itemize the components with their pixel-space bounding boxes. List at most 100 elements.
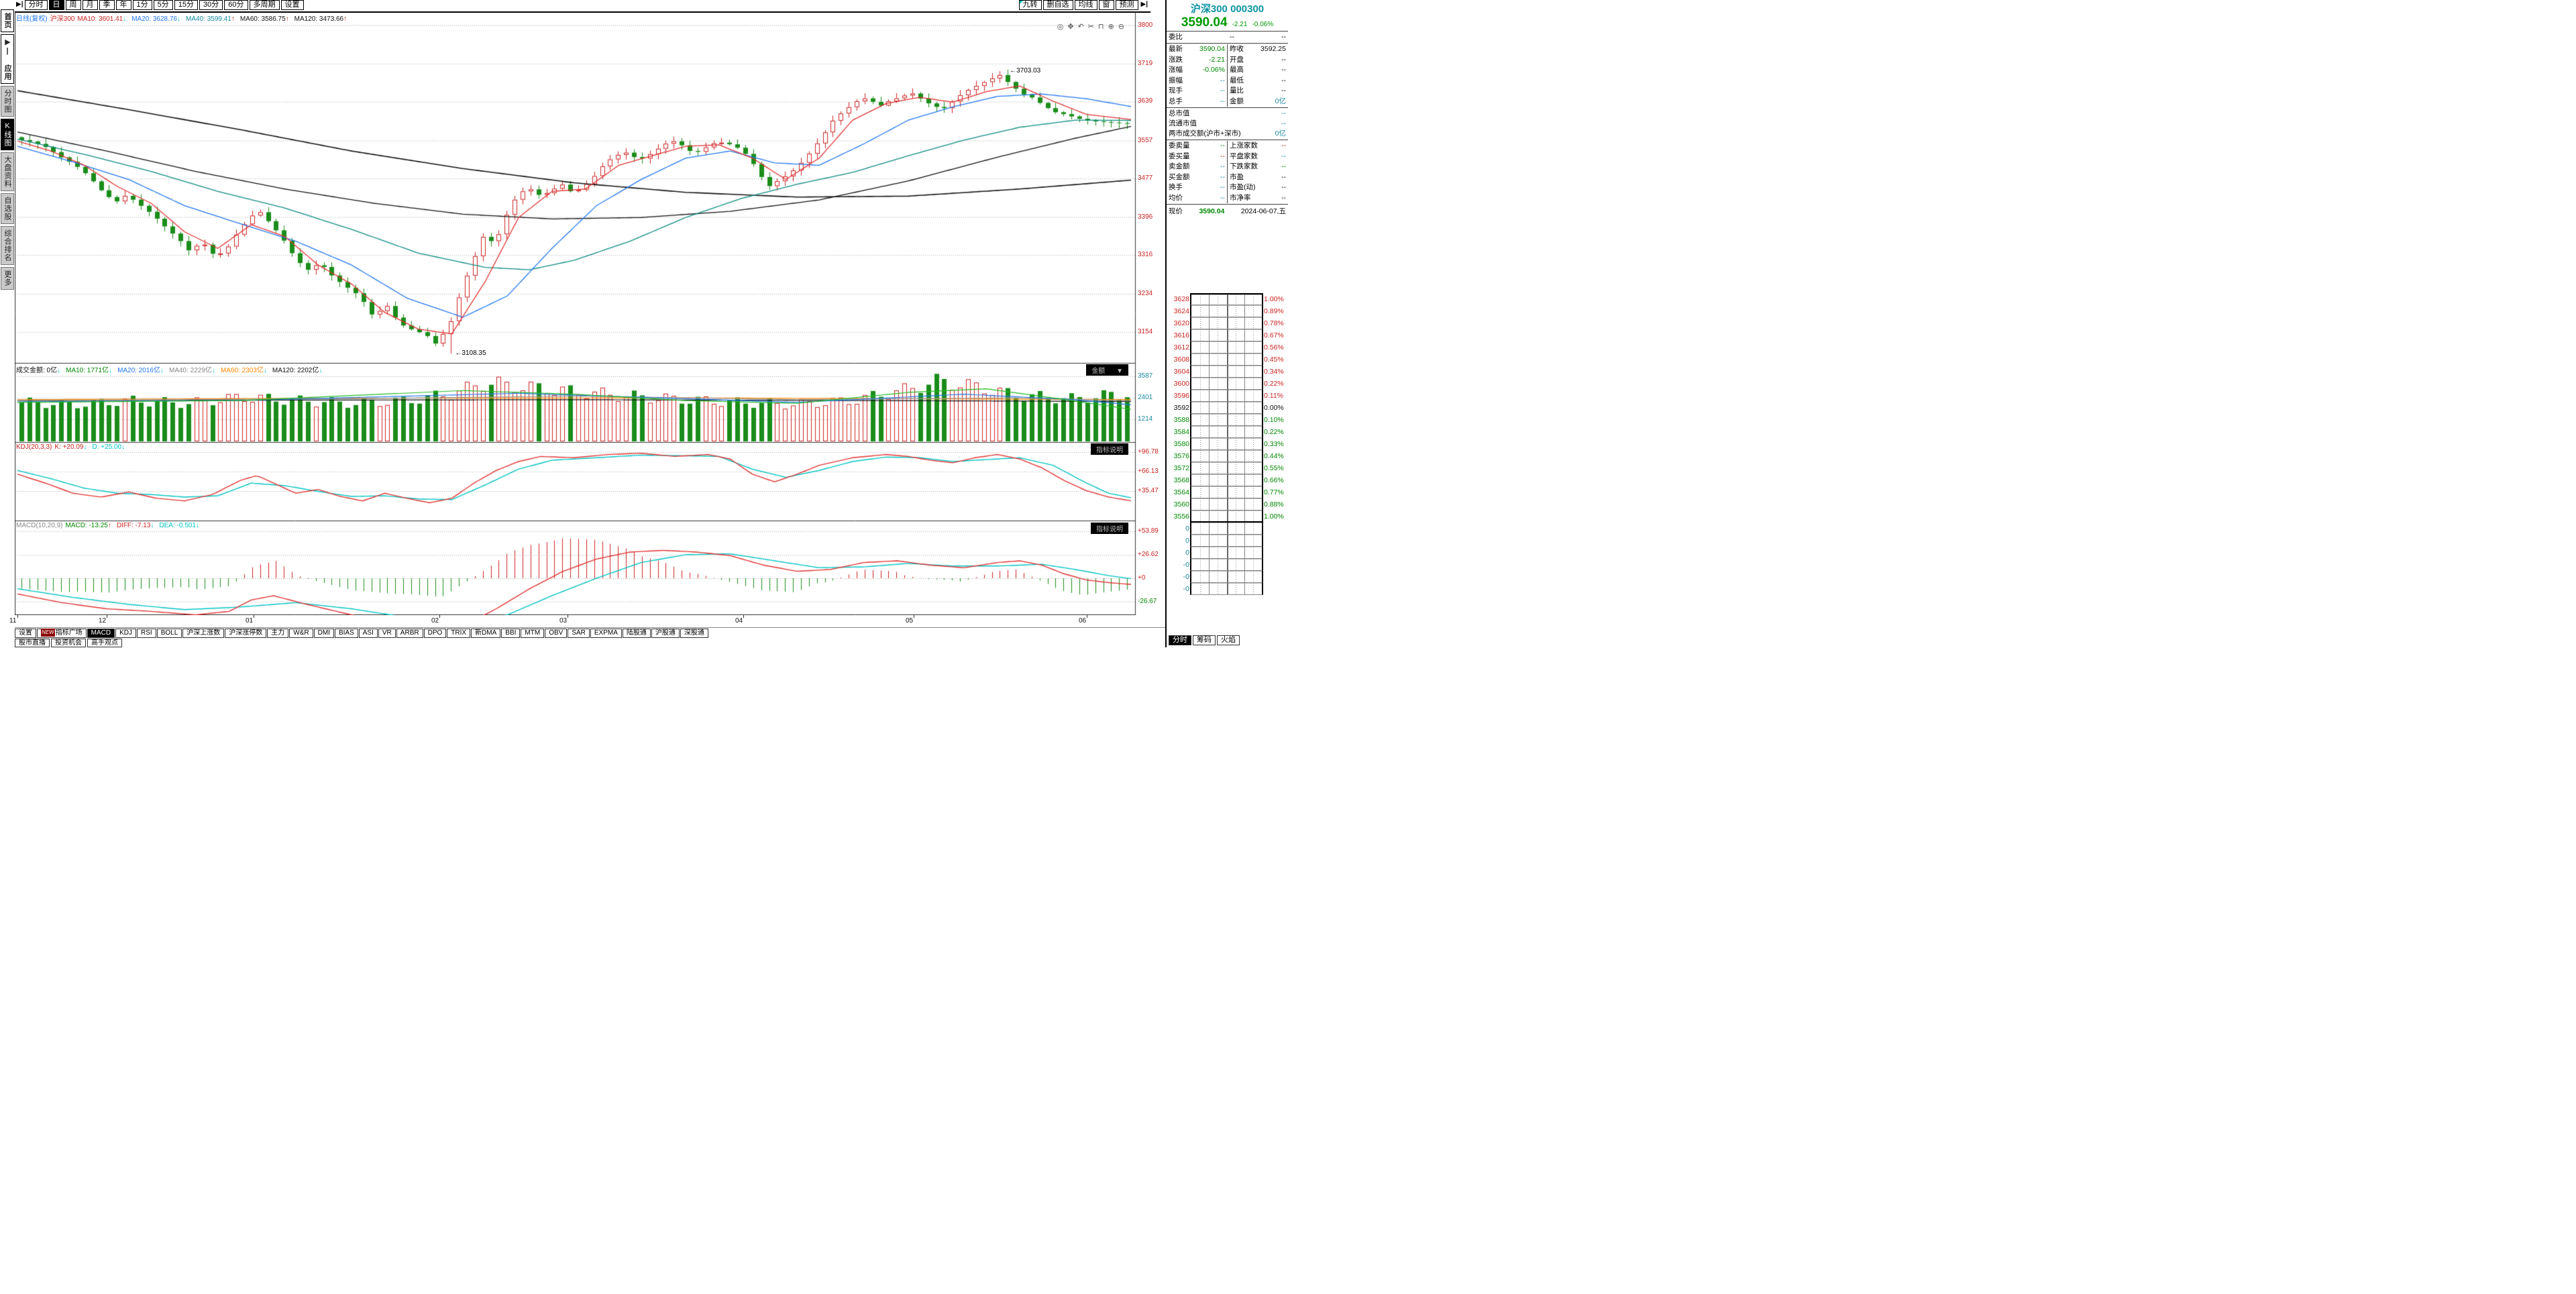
lock-icon[interactable]: ⊓ — [1097, 23, 1108, 31]
ladder-pct: 0.45% — [1264, 356, 1284, 364]
ladder-price: 3568 — [1173, 476, 1189, 484]
amount-selector-badge[interactable]: 金额 ▼ — [1086, 364, 1128, 376]
ladder-pct: 0.33% — [1264, 440, 1284, 448]
axis-label: 2401 — [1138, 394, 1153, 402]
indicator-tab-ARBR[interactable]: ARBR — [396, 629, 423, 638]
sidebar-item-大盘资料[interactable]: 大盘资料 — [1, 152, 14, 191]
indicator-tab-DMI[interactable]: DMI — [313, 629, 334, 638]
indicator-tab-DPO[interactable]: DPO — [423, 629, 447, 638]
axis-label: +66.13 — [1138, 468, 1159, 475]
sidebar-item-自选股[interactable]: 自选股 — [1, 193, 14, 224]
indicator-tab-新DMA[interactable]: 新DMA — [471, 629, 501, 638]
ladder-pct: 0.56% — [1264, 343, 1284, 352]
sidebar-item-首页[interactable]: 首页 — [1, 9, 14, 32]
sidebar-item-K线图[interactable]: K线图 — [1, 119, 14, 150]
quote-row: 均价 -- 市净率 -- — [1167, 193, 1288, 203]
zoom-in-icon[interactable]: ⊕ — [1108, 23, 1118, 31]
ladder-grid-cell — [1190, 329, 1263, 341]
quote-label: 量比 — [1230, 87, 1244, 95]
ladder-pct: 0.22% — [1264, 380, 1284, 388]
quote-row: 总市值 -- — [1167, 109, 1288, 119]
indicator-tab-设置[interactable]: 设置 — [15, 629, 36, 638]
indicator-tab-W&R[interactable]: W&R — [289, 629, 313, 638]
indicator-tab-VR[interactable]: VR — [378, 629, 396, 638]
panel-tab-火焰[interactable]: 火焰 — [1217, 635, 1240, 645]
quote-value: -- — [1281, 87, 1286, 95]
ladder-pct: 0.67% — [1264, 331, 1284, 339]
bottom-link-股市直播[interactable]: 股市直播 — [15, 639, 50, 647]
quote-label: 最高 — [1230, 66, 1244, 74]
quote-label: 市盈 — [1230, 172, 1244, 181]
chart-canvas[interactable] — [15, 0, 1137, 615]
bottom-link-投资机会[interactable]: 投资机会 — [51, 639, 86, 647]
ladder-row: 3572 0.55% — [1167, 462, 1288, 474]
indicator-tab-MACD[interactable]: MACD — [87, 629, 115, 638]
sidebar-item-分时图[interactable]: 分时图 — [1, 86, 14, 117]
indicator-tab-SAR[interactable]: SAR — [568, 629, 590, 638]
indicator-tab-TRIX[interactable]: TRIX — [447, 629, 471, 638]
indicator-value: MA40: 3599.41↑ — [186, 15, 235, 23]
ladder-row: 3620 0.78% — [1167, 317, 1288, 329]
panel-tab-分时[interactable]: 分时 — [1169, 635, 1191, 645]
ladder-row: -0 — [1167, 583, 1288, 595]
quote-label: 委买量 — [1169, 152, 1190, 160]
bottom-link-高手观点[interactable]: 高手观点 — [87, 639, 122, 647]
ladder-price: 3628 — [1173, 295, 1189, 303]
ladder-grid-cell — [1190, 293, 1263, 305]
kdj-title: KDJ(20,3,3) — [16, 443, 52, 451]
indicator-tab-BIAS[interactable]: BIAS — [334, 629, 358, 638]
ladder-price: 3616 — [1173, 331, 1189, 339]
indicator-tab-ASI[interactable]: ASI — [358, 629, 378, 638]
quote-value: -- — [1220, 152, 1225, 160]
quote-value: -- — [1281, 142, 1286, 150]
sidebar-item-应用[interactable]: ▶| 应用 — [1, 34, 14, 84]
indicator-tab-BOLL[interactable]: BOLL — [156, 629, 182, 638]
eye-icon[interactable]: ◎ — [1057, 23, 1068, 31]
indicator-tab-沪深上涨数[interactable]: 沪深上涨数 — [182, 629, 225, 638]
kdj-indicator-help-badge[interactable]: 指标说明 — [1091, 443, 1128, 455]
quote-value: -- — [1220, 183, 1225, 191]
chevron-down-icon: ▼ — [1116, 368, 1123, 375]
ladder-grid-cell — [1190, 559, 1263, 571]
quote-label: 现手 — [1169, 87, 1183, 95]
indicator-tab-OBV[interactable]: OBV — [545, 629, 568, 638]
indicator-tab-BBI[interactable]: BBI — [501, 629, 521, 638]
indicator-tab-RSI[interactable]: RSI — [137, 629, 156, 638]
ladder-price: 3588 — [1173, 416, 1189, 424]
indicator-tab-指标广场[interactable]: NEW 指标广场 — [37, 629, 87, 638]
indicator-tab-沪股通[interactable]: 沪股通 — [651, 629, 680, 638]
ladder-grid-cell — [1190, 366, 1263, 378]
hand-icon[interactable]: ✥ — [1067, 23, 1078, 31]
indicator-tab-主力[interactable]: 主力 — [267, 629, 289, 638]
zoom-out-icon[interactable]: ⊖ — [1118, 23, 1128, 31]
quote-label: 昨收 — [1230, 45, 1244, 53]
panel-tab-筹码[interactable]: 筹码 — [1193, 635, 1216, 645]
ladder-grid-cell — [1190, 583, 1263, 595]
indicator-tab-EXPMA[interactable]: EXPMA — [590, 629, 622, 638]
axis-label: +96.78 — [1138, 447, 1159, 455]
quote-value: -- — [1281, 183, 1286, 191]
scissors-icon[interactable]: ✂ — [1087, 23, 1098, 31]
sidebar-item-综合排名[interactable]: 综合排名 — [1, 226, 14, 265]
price-ladder: 3628 1.00% 3624 0.89% 3620 0.78% 3616 0.67% 3612… — [1167, 293, 1288, 595]
indicator-tab-沪深涨停数[interactable]: 沪深涨停数 — [225, 629, 267, 638]
indicator-tab-深股通[interactable]: 深股通 — [680, 629, 708, 638]
undo-icon[interactable]: ↶ — [1077, 23, 1088, 31]
collapse-right-icon[interactable]: ▶| — [1140, 1, 1148, 8]
quote-cell: 最低 -- — [1227, 75, 1288, 86]
quote-label: 涨幅 — [1169, 66, 1183, 74]
ladder-grid-cell — [1190, 474, 1263, 486]
ladder-grid-cell — [1190, 317, 1263, 329]
quote-cell: 金额 0亿 — [1227, 96, 1288, 107]
indicator-value: MACD: -13.25↑ — [65, 522, 111, 529]
price-annotation: ←3108.35 — [455, 349, 486, 358]
indicator-tab-陆股通[interactable]: 陆股通 — [622, 629, 651, 638]
sidebar-item-更多[interactable]: 更多 — [1, 267, 14, 290]
macd-indicator-help-badge[interactable]: 指标说明 — [1091, 523, 1128, 534]
indicator-tab-MTM[interactable]: MTM — [521, 629, 545, 638]
ladder-row: 3568 0.66% — [1167, 474, 1288, 486]
indicator-tab-KDJ[interactable]: KDJ — [115, 629, 137, 638]
macd-pane-header: MACD(10,20,9) MACD: -13.25↑ DIFF: -7.13↓ DE… — [16, 522, 205, 529]
month-label: 12 — [99, 617, 107, 625]
quote-value: 3590.04 — [1199, 45, 1225, 53]
